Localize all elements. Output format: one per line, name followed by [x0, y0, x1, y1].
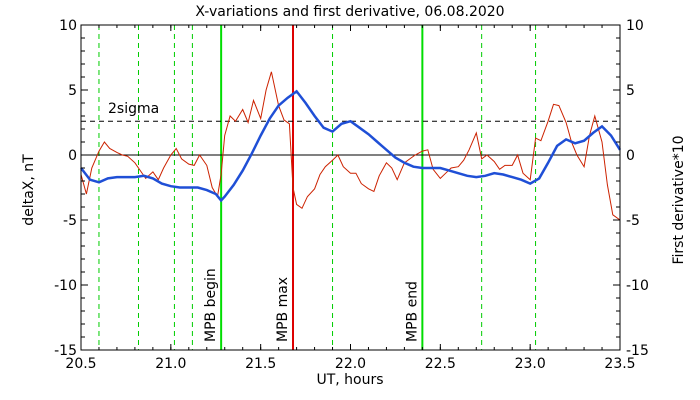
x-tick-label-5: 22.5 — [425, 356, 456, 372]
marker-label-1: MPB begin — [203, 268, 219, 342]
y-axis-label-right: First derivative*10 — [671, 135, 687, 264]
x-axis-label: UT, hours — [316, 372, 383, 388]
y-tick-label-left-3: -5 — [63, 213, 77, 229]
chart-title: X-variations and first derivative, 06.08… — [195, 4, 504, 20]
vertical-markers: MPB begin MPB max MPB end — [98, 25, 537, 350]
x-tick-label-4: 22.0 — [335, 356, 366, 372]
series-layer: 2sigma — [80, 71, 622, 221]
y-tick-label-right-4: 0 — [626, 148, 635, 164]
x-axis: 20.5 21.0 21.5 22.0 22.5 23.0 23.5 — [65, 25, 636, 372]
marker-label-3: MPB end — [404, 281, 420, 342]
x-tick-label-2: 21.0 — [155, 356, 186, 372]
sigma-label: 2sigma — [108, 101, 159, 117]
y-axis-right: -15 -10 -5 0 5 10 — [613, 18, 649, 359]
y-tick-label-left-4: 0 — [68, 148, 77, 164]
y-tick-label-left-2: -10 — [54, 278, 77, 294]
x-tick-label-7: 23.5 — [604, 356, 635, 372]
series-line-derivative — [80, 71, 621, 221]
y-tick-label-right-3: -5 — [626, 213, 640, 229]
y-tick-label-right-6: 10 — [626, 18, 644, 34]
x-tick-label-1: 20.5 — [65, 356, 96, 372]
x-tick-label-6: 23.0 — [515, 356, 546, 372]
y-tick-label-left-5: 5 — [68, 83, 77, 99]
marker-label-2: MPB max — [275, 277, 291, 342]
y-tick-label-left-1: -15 — [54, 343, 77, 359]
y-tick-label-right-1: -15 — [626, 343, 649, 359]
x-tick-label-3: 21.5 — [245, 356, 276, 372]
plot-frame — [80, 24, 621, 351]
y-axis-left: -15 -10 -5 0 5 10 — [54, 18, 88, 359]
series-line-deltax — [80, 89, 622, 203]
y-tick-label-right-2: -10 — [626, 278, 649, 294]
y-tick-label-right-5: 5 — [626, 83, 635, 99]
y-axis-label-left: deltaX, nT — [21, 154, 37, 226]
y-tick-label-left-6: 10 — [59, 18, 77, 34]
